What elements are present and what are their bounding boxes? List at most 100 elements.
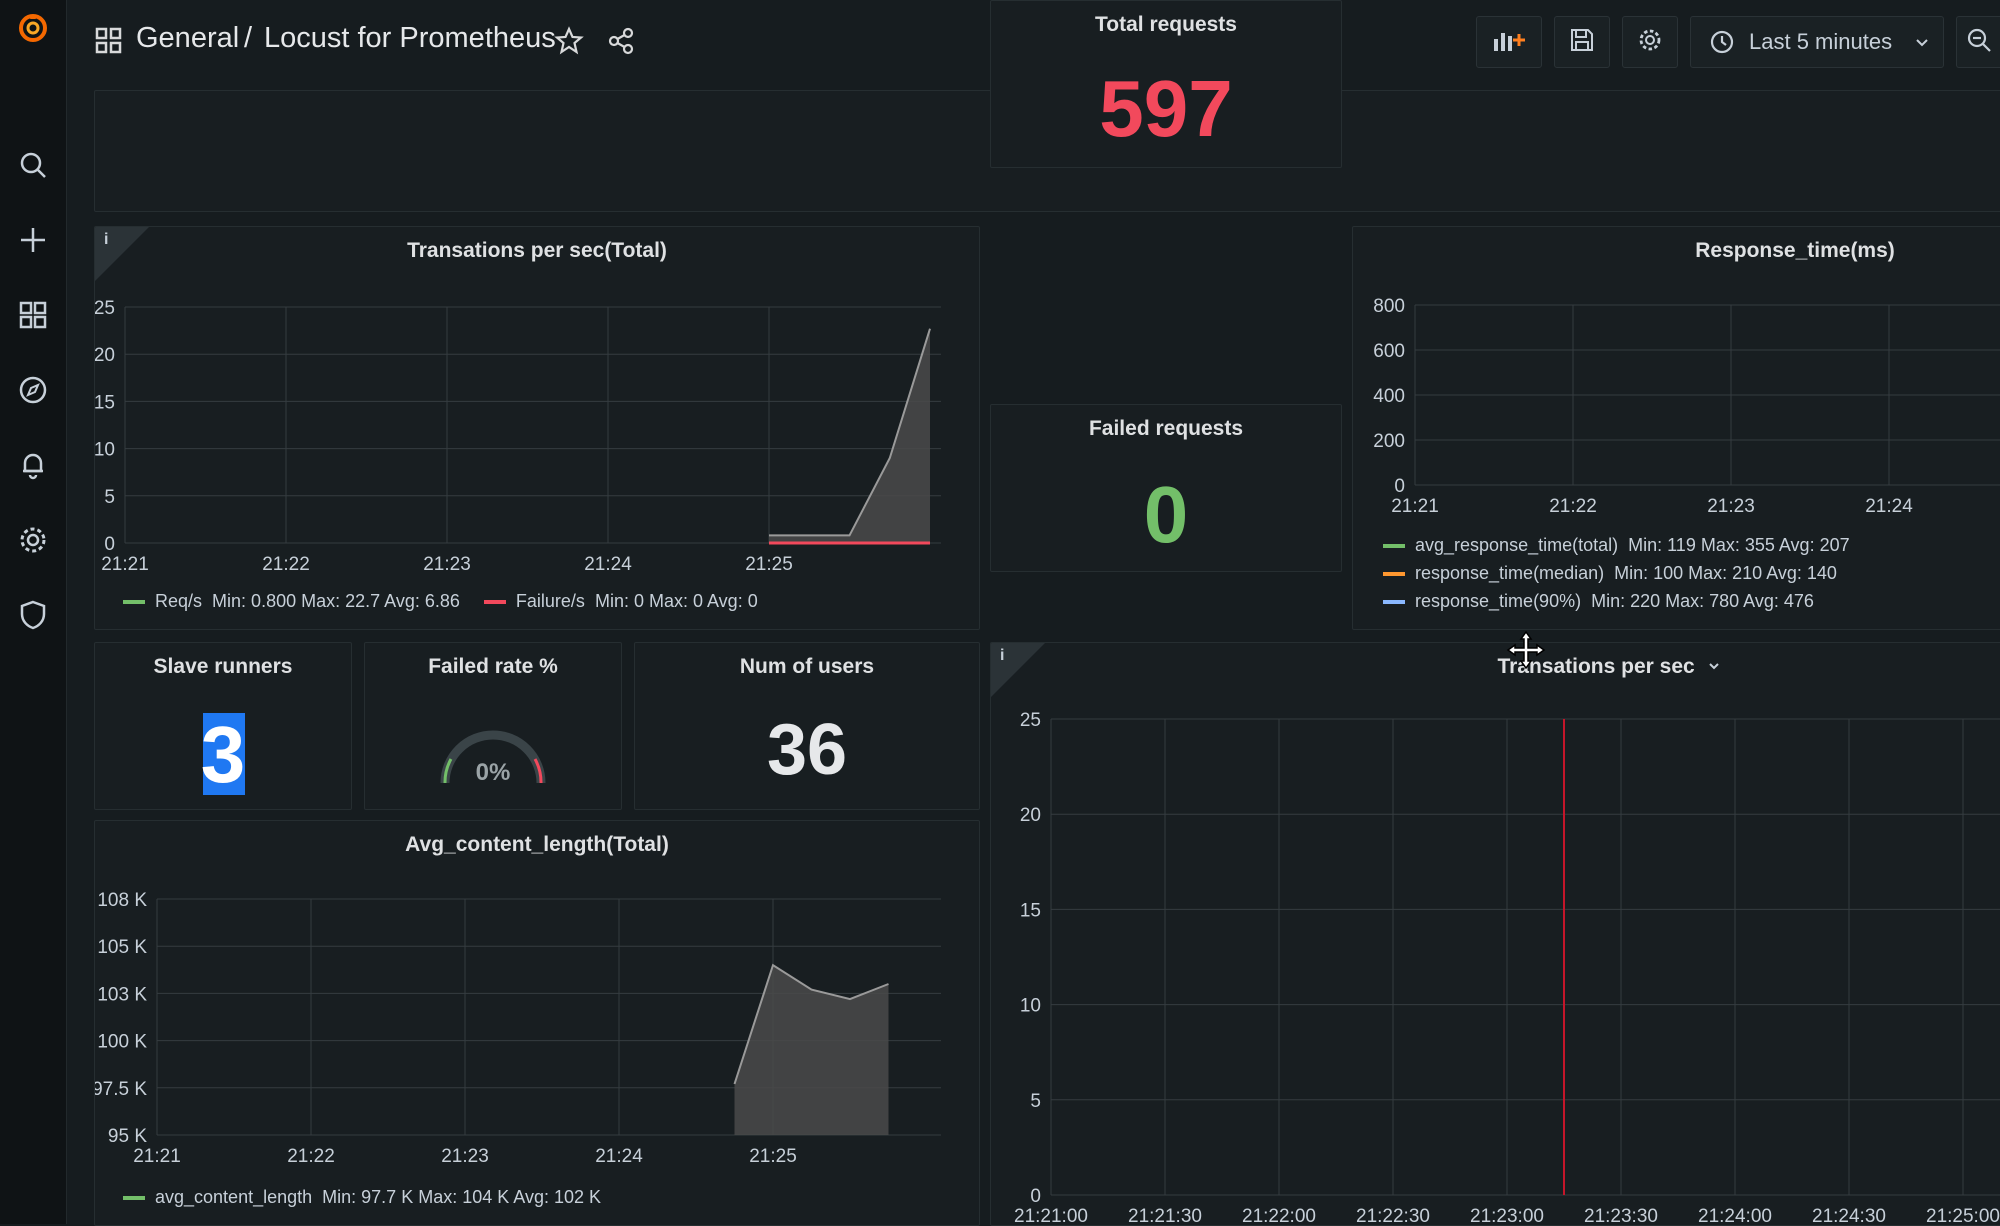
panel-num-users[interactable]: Num of users 36 xyxy=(634,642,980,810)
panel-failed-requests[interactable]: Failed requests 0 xyxy=(990,404,1342,572)
y-tick-label: 20 xyxy=(1020,805,1041,826)
x-tick-label: 21:23:30 xyxy=(1584,1206,1658,1225)
legend-series-stats: Min: 97.7 K Max: 104 K Avg: 102 K xyxy=(322,1187,601,1207)
sidebar xyxy=(0,0,67,1224)
configuration-gear-icon[interactable] xyxy=(13,520,53,560)
breadcrumb-dashboard-title[interactable]: Locust for Prometheus xyxy=(264,22,556,54)
zoom-out-button[interactable] xyxy=(1956,16,2000,68)
text-selection-highlight xyxy=(203,713,245,795)
series-line xyxy=(733,963,889,1085)
legend-series-stats: Min: 100 Max: 210 Avg: 140 xyxy=(1614,563,1837,583)
legend-series-stats: Min: 0 Max: 0 Avg: 0 xyxy=(594,591,758,611)
legend-series-name: response_time(median) xyxy=(1415,563,1605,583)
y-tick-label: 0 xyxy=(1394,476,1405,497)
y-tick-label: 25 xyxy=(95,298,115,319)
panel-title: Transations per sec xyxy=(1497,655,1695,678)
x-tick-label: 21:23 xyxy=(441,1146,489,1167)
move-cursor-icon xyxy=(1506,630,1546,675)
failed-rate-gauge xyxy=(440,730,546,784)
gear-icon xyxy=(1637,27,1663,58)
legend-item-failure[interactable]: Failure/s Min: 0 Max: 0 Avg: 0 xyxy=(483,591,758,611)
x-tick-label: 21:22 xyxy=(1549,496,1597,517)
panel-title: Response_time(ms) xyxy=(1695,239,1895,262)
explore-compass-icon[interactable] xyxy=(13,370,53,410)
panel-slave-runners[interactable]: Slave runners 3 xyxy=(94,642,352,810)
x-tick-label: 21:25:00 xyxy=(1926,1206,2000,1225)
top-navbar: General / Locust for Prometheus Last 5 m… xyxy=(66,0,2000,82)
x-tick-label: 21:25 xyxy=(745,554,793,575)
panel-total-requests[interactable]: Total requests 597 xyxy=(990,0,1342,168)
add-panel-button[interactable] xyxy=(1476,16,1542,68)
grafana-logo-icon[interactable] xyxy=(13,8,53,48)
panel-title: Failed rate % xyxy=(428,655,558,678)
create-plus-icon[interactable] xyxy=(13,220,53,260)
y-tick-label: 103 K xyxy=(97,984,147,1005)
x-tick-label: 21:22:00 xyxy=(1242,1206,1316,1225)
y-tick-label: 5 xyxy=(1030,1091,1041,1112)
legend-swatch-median xyxy=(1383,572,1405,577)
y-tick-label: 5 xyxy=(104,487,115,508)
panel-title: Slave runners xyxy=(153,655,293,678)
y-tick-label: 400 xyxy=(1373,386,1405,407)
tps-chart[interactable]: 0 5 10 15 20 25 21:21:00 21:21:30 21:22:00 21:22:… xyxy=(991,643,2000,1225)
zoom-out-icon xyxy=(1966,27,1992,58)
save-dashboard-button[interactable] xyxy=(1554,16,1610,68)
panel-title-row[interactable]: Transations per sec xyxy=(991,655,2000,679)
panel-info-corner xyxy=(95,227,149,281)
dashboards-icon[interactable] xyxy=(13,295,53,335)
add-panel-icon xyxy=(1491,25,1527,60)
panel-tps[interactable]: i Transations per sec 0 5 10 15 20 25 21:21:00… xyxy=(990,642,2000,1226)
y-tick-label: 0 xyxy=(1030,1186,1041,1207)
panel-title: Transations per sec(Total) xyxy=(407,239,667,262)
server-admin-shield-icon[interactable] xyxy=(13,595,53,635)
info-icon[interactable]: i xyxy=(1000,647,1005,664)
y-tick-label: 100 K xyxy=(97,1032,147,1053)
legend-series-name: avg_content_length xyxy=(155,1187,313,1207)
star-favorite-icon[interactable] xyxy=(554,26,584,61)
time-range-picker[interactable]: Last 5 minutes xyxy=(1690,16,1944,68)
dashboard-settings-button[interactable] xyxy=(1622,16,1678,68)
clock-icon xyxy=(1709,29,1735,55)
y-tick-label: 0 xyxy=(104,534,115,555)
breadcrumb-folder[interactable]: General xyxy=(136,22,240,54)
legend-row-2[interactable]: response_time(median) Min: 100 Max: 210 … xyxy=(1383,563,1837,584)
avg-content-chart[interactable]: 95 K 97.5 K 100 K 103 K 105 K 108 K 21:21 21:22… xyxy=(95,821,979,1225)
x-tick-label: 21:24 xyxy=(595,1146,643,1167)
panel-tps-total[interactable]: i Transations per sec(Total) 0 5 10 15 20 25 2… xyxy=(94,226,980,630)
panel-response-time[interactable]: Response_time(ms) 0 200 400 600 800 21:21 21:2… xyxy=(1352,226,2000,630)
y-tick-label: 10 xyxy=(1020,996,1041,1017)
share-icon[interactable] xyxy=(606,26,636,61)
panel-failed-rate[interactable]: Failed rate % 0% xyxy=(364,642,622,810)
y-tick-label: 105 K xyxy=(97,937,147,958)
x-tick-label: 21:24 xyxy=(1865,496,1913,517)
legend-series-name: Req/s xyxy=(155,591,203,611)
x-tick-label: 21:24:30 xyxy=(1812,1206,1886,1225)
x-tick-label: 21:21 xyxy=(133,1146,181,1167)
series-area-fill xyxy=(769,328,930,543)
legend-row-1[interactable]: avg_response_time(total) Min: 119 Max: 3… xyxy=(1383,535,1850,556)
tps-total-chart[interactable]: 0 5 10 15 20 25 21:21 21:22 21:23 21:24 21:25 xyxy=(95,227,979,629)
legend-series-name: response_time(90%) xyxy=(1415,591,1582,611)
legend: Req/s Min: 0.800 Max: 22.7 Avg: 6.86 Fai… xyxy=(123,591,758,612)
slave-runners-value: 3 xyxy=(200,710,246,799)
legend-series-name: Failure/s xyxy=(515,591,585,611)
y-tick-label: 15 xyxy=(1020,900,1041,921)
response-time-chart[interactable]: 0 200 400 600 800 21:21 21:22 21:23 21:24 xyxy=(1353,227,2000,629)
legend-item-req[interactable]: Req/s Min: 0.800 Max: 22.7 Avg: 6.86 xyxy=(123,591,460,611)
legend-row-3[interactable]: response_time(90%) Min: 220 Max: 780 Avg… xyxy=(1383,591,1814,612)
info-icon[interactable]: i xyxy=(104,231,109,248)
legend-series-name: avg_response_time(total) xyxy=(1415,535,1619,555)
search-icon[interactable] xyxy=(13,145,53,185)
panel-avg-content-length[interactable]: Avg_content_length(Total) 95 K 97.5 K 100 … xyxy=(94,820,980,1226)
legend[interactable]: avg_content_length Min: 97.7 K Max: 104 … xyxy=(123,1187,601,1208)
y-tick-label: 10 xyxy=(95,440,115,461)
alerting-bell-icon[interactable] xyxy=(13,445,53,485)
series-line xyxy=(769,328,931,537)
gauge-arc-base xyxy=(443,758,453,784)
save-icon xyxy=(1569,27,1595,58)
time-range-label: Last 5 minutes xyxy=(1749,29,1893,54)
dashboard-grid-icon xyxy=(94,26,124,56)
gauge-arc-threshold xyxy=(533,758,543,784)
legend-series-stats: Min: 0.800 Max: 22.7 Avg: 6.86 xyxy=(212,591,460,611)
panel-menu-chevron-icon[interactable] xyxy=(1707,655,1721,679)
